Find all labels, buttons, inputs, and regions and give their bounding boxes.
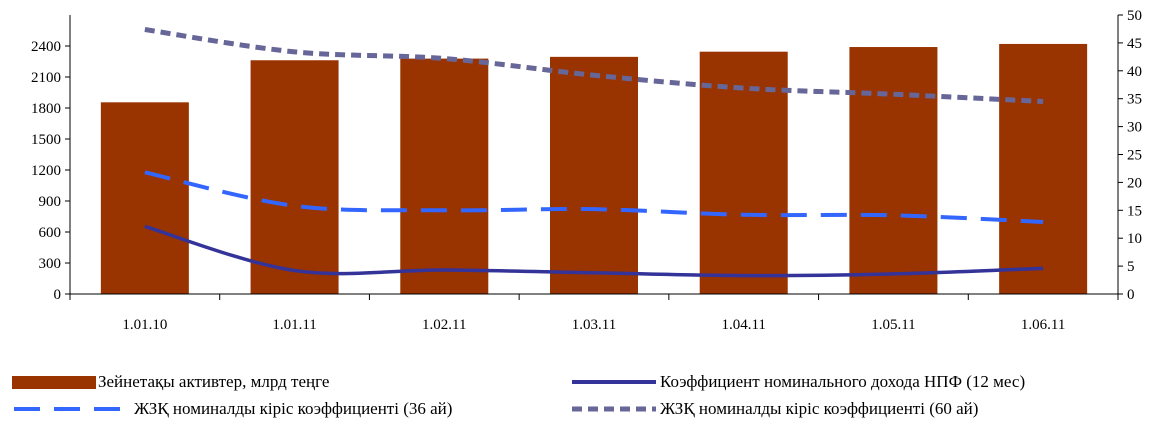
legend: Зейнетақы активтер, млрд теңге Коэффицие… — [0, 365, 1161, 425]
line-series-0 — [144, 224, 1044, 278]
left-tick-label: 2100 — [31, 70, 61, 86]
x-tick-label-1.01.11: 1.01.11 — [272, 317, 316, 333]
bar-1.02.11 — [400, 58, 489, 295]
legend-item-pension-assets: Зейнетақы активтер, млрд теңге — [12, 371, 329, 393]
legend-item-60m: ЖЗҚ номиналды кіріс коэффициенті (60 ай) — [570, 398, 978, 420]
x-tick-label-1.01.10: 1.01.10 — [122, 317, 167, 333]
line-series-1 — [144, 170, 1044, 225]
legend-label-pension-assets: Зейнетақы активтер, млрд теңге — [98, 372, 330, 391]
labels-layer: 0 300 600 900 1200 1500 1800 2100 2400 0 5 10 15 20 25… — [31, 8, 1142, 333]
combo-chart: 0 300 600 900 1200 1500 1800 2100 2400 0 5 10 15 20 25… — [31, 8, 1142, 333]
right-tick-label: 10 — [1127, 231, 1142, 247]
left-tick-label: 1200 — [31, 163, 61, 179]
left-tick-label: 2400 — [31, 39, 61, 55]
legend-label-npf-12m: Коэффициент номинального дохода НПФ (12 … — [660, 372, 1026, 391]
legend-label-36m: ЖЗҚ номиналды кіріс коэффициенті (36 ай) — [134, 399, 453, 418]
bar-1.06.11 — [999, 43, 1088, 294]
right-tick-label: 15 — [1127, 203, 1142, 219]
legend-swatch-dot-line — [572, 406, 656, 412]
left-tick-label: 300 — [39, 256, 62, 272]
x-tick-label-1.02.11: 1.02.11 — [422, 317, 466, 333]
axes-layer — [65, 14, 1123, 300]
right-tick-label: 20 — [1127, 175, 1142, 191]
legend-swatch-dash-line — [14, 407, 128, 411]
legend-label-60m: ЖЗҚ номиналды кіріс коэффициенті (60 ай) — [660, 399, 979, 418]
left-tick-label: 900 — [39, 194, 62, 210]
right-tick-label: 25 — [1127, 148, 1142, 164]
x-tick-label-1.03.11: 1.03.11 — [572, 317, 616, 333]
right-tick-label: 30 — [1127, 120, 1142, 136]
line-series-2 — [144, 27, 1044, 104]
bars-layer — [100, 43, 1088, 295]
right-tick-label: 40 — [1127, 64, 1142, 80]
bar-1.01.10 — [100, 102, 189, 294]
bar-1.03.11 — [550, 56, 638, 294]
left-tick-label: 600 — [39, 225, 62, 241]
right-tick-label: 5 — [1127, 259, 1135, 275]
x-tick-label-1.06.11: 1.06.11 — [1021, 317, 1065, 333]
right-tick-label: 50 — [1127, 8, 1142, 24]
x-tick-label-1.04.11: 1.04.11 — [721, 317, 765, 333]
right-tick-label: 45 — [1127, 36, 1142, 52]
left-tick-label: 0 — [54, 287, 62, 303]
legend-item-36m: ЖЗҚ номиналды кіріс коэффициенті (36 ай) — [12, 398, 452, 420]
x-tick-label-1.05.11: 1.05.11 — [871, 317, 915, 333]
lines-layer — [144, 27, 1044, 278]
right-tick-label: 0 — [1127, 287, 1135, 303]
left-tick-label: 1800 — [31, 101, 61, 117]
legend-swatch-solid-line — [572, 380, 656, 384]
left-tick-label: 1500 — [31, 132, 61, 148]
legend-swatch-bar — [12, 375, 96, 389]
bar-1.01.11 — [250, 60, 339, 295]
bar-1.05.11 — [849, 47, 938, 295]
legend-item-npf-12m: Коэффициент номинального дохода НПФ (12 … — [570, 371, 1025, 393]
right-tick-label: 35 — [1127, 92, 1142, 108]
